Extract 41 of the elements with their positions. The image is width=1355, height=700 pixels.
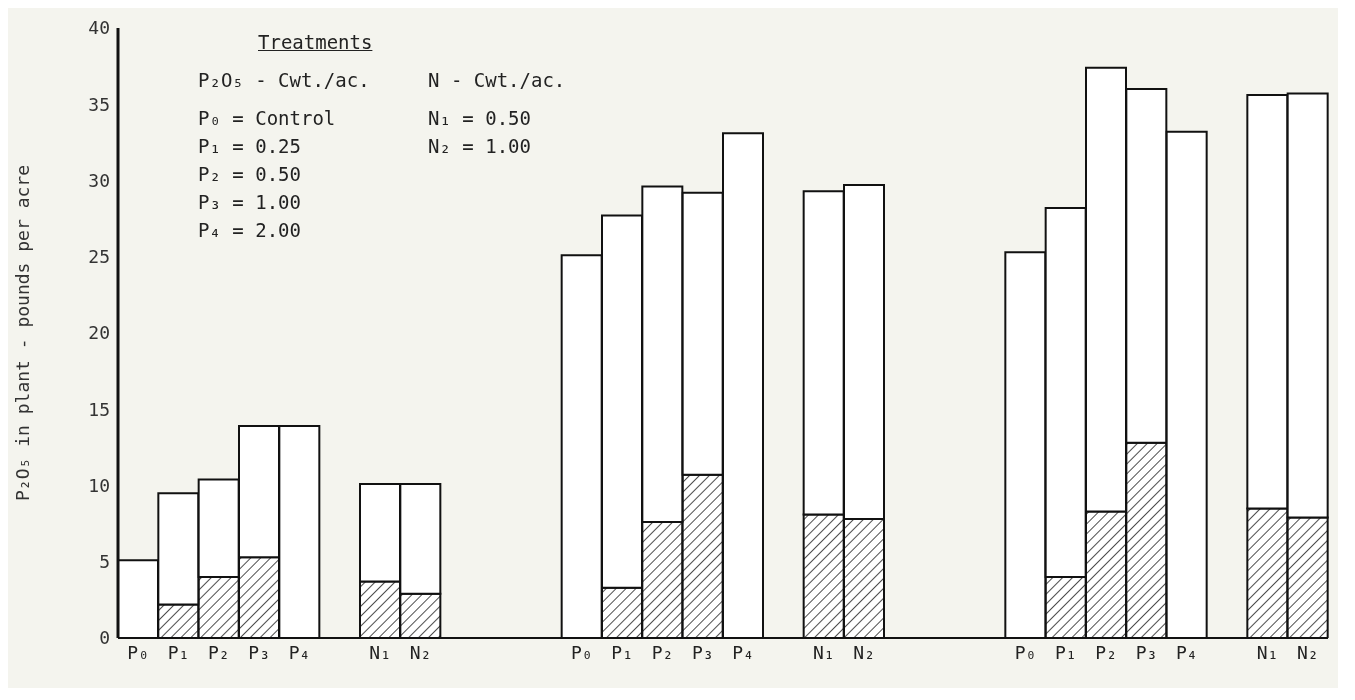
y-axis-title: P₂O₅ in plant - pounds per acre — [12, 165, 34, 501]
x-tick-label: N₁ — [812, 641, 835, 663]
x-tick-label: N₁ — [369, 641, 392, 663]
x-tick-label: P₄ — [732, 641, 755, 663]
x-tick-label: N₂ — [853, 641, 876, 663]
x-tick-label: P₃ — [1135, 641, 1158, 663]
x-tick-label: P₁ — [167, 641, 190, 663]
y-tick-label: 40 — [88, 17, 110, 39]
x-tick-label: P₀ — [570, 641, 593, 663]
x-tick-label: N₁ — [1256, 641, 1279, 663]
y-tick-label: 15 — [88, 398, 110, 420]
annotation: P₄ = 2.00 — [198, 218, 302, 243]
x-tick-label: N₂ — [409, 641, 432, 663]
annotation: P₂O₅ - Cwt./ac. — [198, 68, 371, 93]
annotation: N₁ = 0.50 — [428, 106, 532, 131]
annotation: N₂ = 1.00 — [428, 134, 532, 159]
x-tick-label: P₁ — [1054, 641, 1077, 663]
y-tick-label: 25 — [88, 246, 110, 268]
x-tick-label: P₁ — [611, 641, 634, 663]
y-tick-label: 35 — [88, 93, 110, 115]
x-tick-label: P₃ — [248, 641, 271, 663]
y-tick-label: 20 — [88, 322, 110, 344]
annotation: P₁ = 0.25 — [198, 134, 302, 159]
x-tick-label: P₂ — [207, 641, 230, 663]
x-tick-label: P₄ — [288, 641, 311, 663]
y-tick-label: 0 — [99, 627, 110, 649]
y-tick-label: 30 — [88, 169, 110, 191]
annotation: P₃ = 1.00 — [198, 190, 302, 215]
y-tick-label: 10 — [88, 474, 110, 496]
annotation: Treatments — [258, 30, 373, 55]
x-tick-label: P₂ — [1095, 641, 1118, 663]
x-tick-label: P₄ — [1175, 641, 1198, 663]
annotation: P₀ = Control — [198, 106, 337, 131]
annotation: N - Cwt./ac. — [428, 68, 566, 93]
annotation: P₂ = 0.50 — [198, 162, 302, 187]
x-tick-label: P₃ — [691, 641, 714, 663]
x-tick-label: P₀ — [1014, 641, 1037, 663]
x-tick-label: P₀ — [127, 641, 150, 663]
x-tick-label: P₂ — [651, 641, 674, 663]
y-tick-label: 5 — [99, 551, 110, 573]
x-tick-label: N₂ — [1296, 641, 1319, 663]
